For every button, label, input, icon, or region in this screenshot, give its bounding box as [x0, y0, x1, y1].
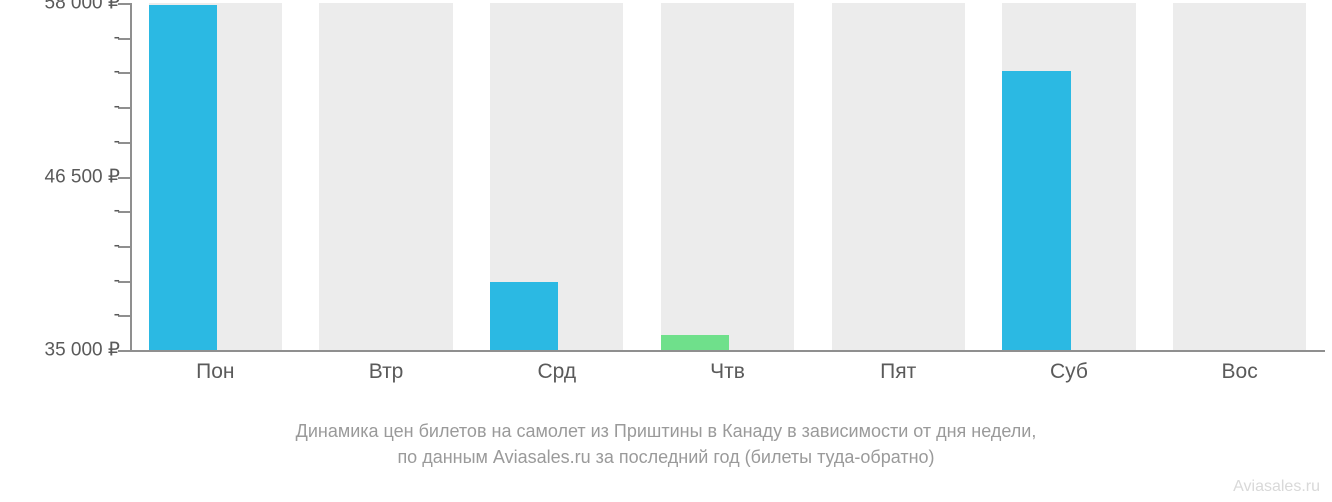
y-tick-label: 46 500 ₽	[45, 165, 120, 188]
price-bar	[1002, 71, 1070, 350]
x-tick-label: Срд	[537, 360, 576, 384]
watermark: Aviasales.ru	[1233, 478, 1320, 496]
y-tick-label: -	[114, 96, 120, 118]
price-by-weekday-chart: 35 000 ₽ - - - - 46 500 ₽ - - - - 58 000 ₽ Пон Втр С…	[0, 0, 1332, 502]
x-tick-label: Чтв	[710, 360, 745, 384]
price-bar	[490, 282, 558, 350]
slot-bg	[319, 3, 452, 350]
x-tick-label: Суб	[1050, 360, 1088, 384]
slot-bg	[832, 3, 965, 350]
x-tick-label: Пон	[196, 360, 234, 384]
y-tick-label: 35 000 ₽	[45, 339, 120, 362]
y-tick-label: -	[114, 270, 120, 292]
y-axis-line	[130, 3, 132, 350]
plot-area	[130, 3, 1325, 350]
y-tick-label: 58 000 ₽	[45, 0, 120, 15]
price-bar	[661, 335, 729, 350]
y-tick-label: -	[114, 200, 120, 222]
y-tick-label: -	[114, 131, 120, 153]
price-bar	[149, 5, 217, 350]
slot-bg	[661, 3, 794, 350]
y-tick-label: -	[114, 304, 120, 326]
y-tick-label: -	[114, 235, 120, 257]
chart-caption-line1: Динамика цен билетов на самолет из Пришт…	[0, 418, 1332, 444]
x-tick-label: Втр	[369, 360, 404, 384]
x-tick-label: Вос	[1222, 360, 1258, 384]
x-axis-line	[130, 350, 1325, 352]
x-tick-label: Пят	[880, 360, 916, 384]
y-tick-label: -	[114, 27, 120, 49]
chart-caption-line2: по данным Aviasales.ru за последний год …	[0, 444, 1332, 470]
slot-bg	[1173, 3, 1306, 350]
y-tick-label: -	[114, 61, 120, 83]
